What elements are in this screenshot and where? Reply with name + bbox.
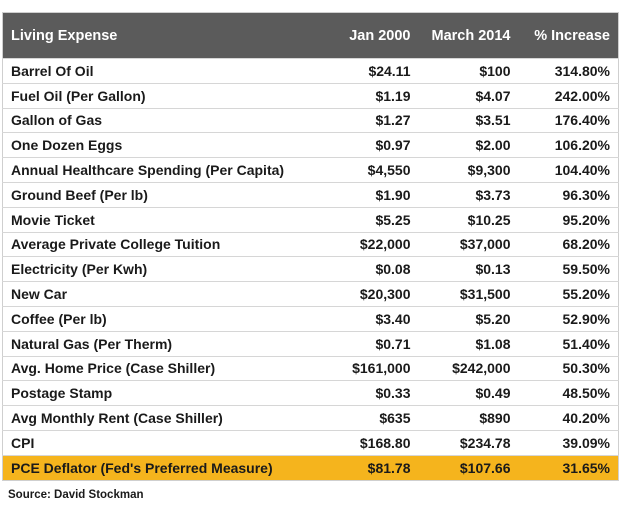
- cell: $22,000: [318, 231, 419, 257]
- row-label: One Dozen Eggs: [2, 132, 319, 158]
- cell: $0.13: [418, 256, 519, 282]
- cell: $0.49: [418, 380, 519, 406]
- table-row: Natural Gas (Per Therm) $0.71 $1.08 51.40%: [2, 330, 619, 357]
- table-row: Fuel Oil (Per Gallon) $1.19 $4.07 242.00%: [2, 82, 619, 109]
- cell: $4.07: [418, 82, 519, 109]
- cell: 176.40%: [518, 107, 619, 133]
- cell: 96.30%: [518, 181, 619, 208]
- table-row: New Car $20,300 $31,500 55.20%: [2, 281, 619, 307]
- cell: $20,300: [318, 281, 419, 307]
- row-label: PCE Deflator (Fed's Preferred Measure): [2, 454, 319, 481]
- cell: 48.50%: [518, 380, 619, 406]
- cell: $9,300: [418, 157, 519, 183]
- row-label: Gallon of Gas: [2, 107, 319, 133]
- column-header: Living Expense: [2, 12, 319, 59]
- table-row: One Dozen Eggs $0.97 $2.00 106.20%: [2, 132, 619, 158]
- table-row: Electricity (Per Kwh) $0.08 $0.13 59.50%: [2, 256, 619, 282]
- cell: $1.27: [318, 107, 419, 133]
- cell: $161,000: [318, 355, 419, 381]
- table-row: Avg. Home Price (Case Shiller) $161,000 $2…: [2, 355, 619, 381]
- cell: $234.78: [418, 429, 519, 456]
- table-row: Postage Stamp $0.33 $0.49 48.50%: [2, 380, 619, 406]
- table-row: PCE Deflator (Fed's Preferred Measure) $8…: [2, 454, 619, 481]
- cell: 106.20%: [518, 132, 619, 158]
- table-header: Living Expense Jan 2000 March 2014% Increa…: [2, 12, 619, 59]
- row-label: Movie Ticket: [2, 206, 319, 233]
- cell: 314.80%: [518, 58, 619, 84]
- cell: $5.20: [418, 305, 519, 332]
- cell: 59.50%: [518, 256, 619, 282]
- cell: $31,500: [418, 281, 519, 307]
- cell: $2.00: [418, 132, 519, 158]
- cell: $4,550: [318, 157, 419, 183]
- cell: 39.09%: [518, 429, 619, 456]
- table-row: Barrel Of Oil $24.11 $100 314.80%: [2, 58, 619, 84]
- cell: $1.19: [318, 82, 419, 109]
- cell: 95.20%: [518, 206, 619, 233]
- cell: $100: [418, 58, 519, 84]
- row-label: Annual Healthcare Spending (Per Capita): [2, 157, 319, 183]
- table-row: Annual Healthcare Spending (Per Capita) $…: [2, 157, 619, 183]
- row-label: Ground Beef (Per lb): [2, 181, 319, 208]
- row-label: Postage Stamp: [2, 380, 319, 406]
- row-label: Coffee (Per lb): [2, 305, 319, 332]
- table-row: Movie Ticket $5.25 $10.25 95.20%: [2, 206, 619, 233]
- table-row: Average Private College Tuition $22,000 $3…: [2, 231, 619, 257]
- row-label: Avg. Home Price (Case Shiller): [2, 355, 319, 381]
- cell: $242,000: [418, 355, 519, 381]
- cell: $81.78: [318, 454, 419, 481]
- cell: $1.90: [318, 181, 419, 208]
- table-wrap: Living Expense Jan 2000 March 2014% Increa…: [2, 12, 619, 501]
- cell: 52.90%: [518, 305, 619, 332]
- cell: $37,000: [418, 231, 519, 257]
- header-row: Living Expense Jan 2000 March 2014% Increa…: [2, 12, 619, 59]
- cell: $0.08: [318, 256, 419, 282]
- cell: 50.30%: [518, 355, 619, 381]
- cell: $890: [418, 405, 519, 431]
- cell: $24.11: [318, 58, 419, 84]
- column-header: March 2014: [418, 12, 519, 59]
- row-label: Barrel Of Oil: [2, 58, 319, 84]
- cell: 242.00%: [518, 82, 619, 109]
- table-row: Gallon of Gas $1.27 $3.51 176.40%: [2, 107, 619, 133]
- row-label: Avg Monthly Rent (Case Shiller): [2, 405, 319, 431]
- cell: $3.40: [318, 305, 419, 332]
- cell: $5.25: [318, 206, 419, 233]
- cell: $1.08: [418, 330, 519, 357]
- table-body: Barrel Of Oil $24.11 $100 314.80% Fuel Oil (…: [2, 58, 619, 481]
- column-header: % Increase: [518, 12, 619, 59]
- cell: 31.65%: [518, 454, 619, 481]
- row-label: Natural Gas (Per Therm): [2, 330, 319, 357]
- table-row: Avg Monthly Rent (Case Shiller) $635 $890 4…: [2, 405, 619, 431]
- cell: $635: [318, 405, 419, 431]
- cell: 68.20%: [518, 231, 619, 257]
- cell: $3.51: [418, 107, 519, 133]
- row-label: New Car: [2, 281, 319, 307]
- expense-table: Living Expense Jan 2000 March 2014% Increa…: [2, 12, 619, 481]
- cell: $168.80: [318, 429, 419, 456]
- source-note: Source: David Stockman: [8, 488, 144, 501]
- table-row: CPI $168.80 $234.78 39.09%: [2, 429, 619, 456]
- cell: 51.40%: [518, 330, 619, 357]
- cell: $3.73: [418, 181, 519, 208]
- cell: 55.20%: [518, 281, 619, 307]
- cell: $0.71: [318, 330, 419, 357]
- row-label: Fuel Oil (Per Gallon): [2, 82, 319, 109]
- cell: $107.66: [418, 454, 519, 481]
- row-label: CPI: [2, 429, 319, 456]
- row-label: Average Private College Tuition: [2, 231, 319, 257]
- cell: 40.20%: [518, 405, 619, 431]
- cell: 104.40%: [518, 157, 619, 183]
- table-row: Coffee (Per lb) $3.40 $5.20 52.90%: [2, 305, 619, 332]
- cell: $10.25: [418, 206, 519, 233]
- cell: $0.33: [318, 380, 419, 406]
- table-row: Ground Beef (Per lb) $1.90 $3.73 96.30%: [2, 181, 619, 208]
- row-label: Electricity (Per Kwh): [2, 256, 319, 282]
- cell: $0.97: [318, 132, 419, 158]
- column-header: Jan 2000: [318, 12, 419, 59]
